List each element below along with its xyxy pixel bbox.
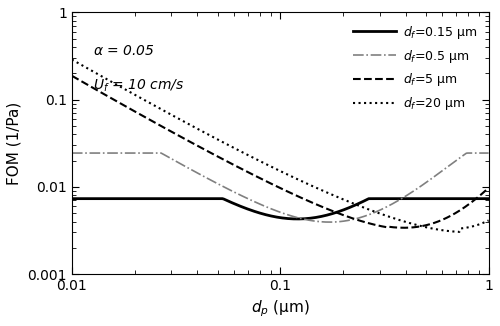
$d_f$=0.15 μm xyxy=(70,197,76,200)
$d_f$=0.15 μm xyxy=(318,215,324,218)
$d_f$=0.5 μm xyxy=(422,182,428,185)
$d_f$=0.15 μm xyxy=(326,213,332,217)
$d_f$=5 μm xyxy=(422,224,428,228)
Line: $d_f$=5 μm: $d_f$=5 μm xyxy=(72,76,488,228)
Text: $\alpha$ = 0.05: $\alpha$ = 0.05 xyxy=(92,44,154,58)
$d_f$=20 μm xyxy=(317,187,323,191)
Text: $U_f$ = 10 cm/s: $U_f$ = 10 cm/s xyxy=(92,78,184,94)
$d_f$=0.5 μm xyxy=(317,220,323,224)
$d_f$=20 μm xyxy=(446,229,452,233)
$d_f$=0.5 μm xyxy=(448,162,454,166)
$d_f$=0.15 μm xyxy=(69,197,75,200)
$d_f$=5 μm xyxy=(486,186,492,190)
$d_f$=0.15 μm xyxy=(294,217,300,221)
$d_f$=20 μm xyxy=(316,187,322,191)
Y-axis label: FOM (1/Pa): FOM (1/Pa) xyxy=(7,102,22,185)
$d_f$=20 μm xyxy=(324,190,330,194)
$d_f$=0.5 μm xyxy=(326,220,332,224)
$d_f$=0.15 μm xyxy=(486,197,492,200)
$d_f$=0.5 μm xyxy=(324,220,330,224)
$d_f$=5 μm xyxy=(317,204,323,208)
Line: $d_f$=0.15 μm: $d_f$=0.15 μm xyxy=(72,199,488,219)
$d_f$=5 μm xyxy=(316,203,322,207)
$d_f$=5 μm xyxy=(70,75,76,79)
$d_f$=0.15 μm xyxy=(448,197,454,200)
$d_f$=5 μm xyxy=(400,226,406,230)
$d_f$=20 μm xyxy=(69,58,75,62)
Legend: $d_f$=0.15 μm, $d_f$=0.5 μm, $d_f$=5 μm, $d_f$=20 μm: $d_f$=0.15 μm, $d_f$=0.5 μm, $d_f$=5 μm,… xyxy=(348,19,482,117)
$d_f$=20 μm xyxy=(70,58,76,62)
$d_f$=5 μm xyxy=(69,74,75,78)
$d_f$=0.15 μm xyxy=(422,197,428,200)
X-axis label: $d_p$ (μm): $d_p$ (μm) xyxy=(251,299,310,319)
$d_f$=20 μm xyxy=(420,225,426,229)
$d_f$=20 μm xyxy=(456,230,462,234)
Line: $d_f$=20 μm: $d_f$=20 μm xyxy=(72,60,488,232)
$d_f$=0.5 μm xyxy=(70,151,76,155)
$d_f$=0.5 μm xyxy=(69,151,75,155)
$d_f$=0.5 μm xyxy=(486,151,492,155)
$d_f$=0.5 μm xyxy=(316,220,322,224)
$d_f$=20 μm xyxy=(486,218,492,222)
$d_f$=5 μm xyxy=(448,214,454,217)
$d_f$=5 μm xyxy=(324,207,330,211)
Line: $d_f$=0.5 μm: $d_f$=0.5 μm xyxy=(72,153,488,222)
$d_f$=0.15 μm xyxy=(317,215,323,219)
